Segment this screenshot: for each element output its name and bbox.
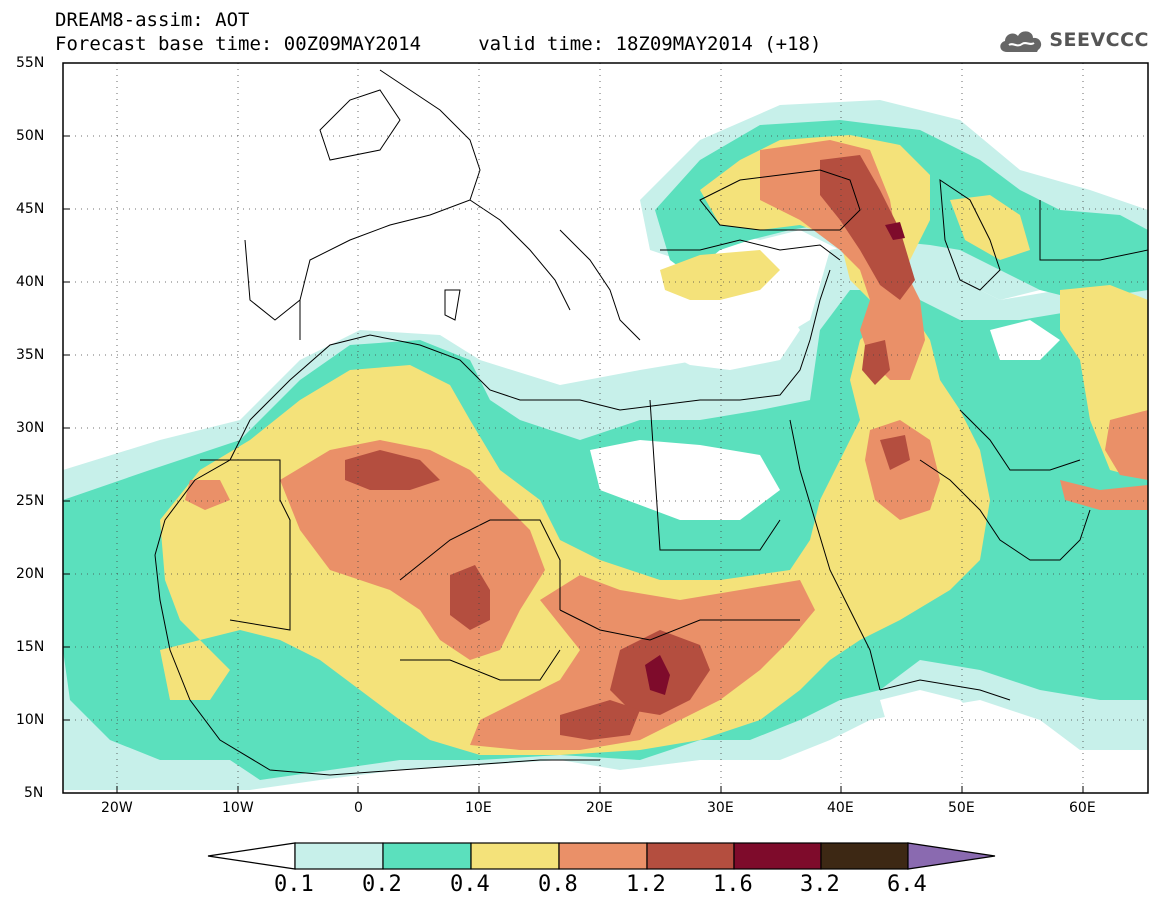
lon-label: 50E [948, 800, 975, 816]
logo-text: SEEVCCC [1049, 29, 1149, 51]
aot-field [63, 63, 1148, 793]
cloud-icon [1000, 31, 1042, 52]
lat-label: 30N [16, 420, 45, 436]
lat-label: 50N [16, 128, 45, 144]
title-variable: DREAM8-assim: AOT [55, 9, 250, 31]
colorbar-bin-4 [558, 842, 648, 870]
lat-label: 55N [16, 55, 45, 71]
lat-label: 5N [24, 785, 44, 801]
lon-label: 40E [827, 800, 854, 816]
colorbar-bin-2 [382, 842, 472, 870]
axis-ticks [63, 135, 1084, 793]
colorbar-bin-6 [733, 842, 822, 870]
lat-label: 10N [16, 712, 45, 728]
colorbar-bin-1 [294, 842, 384, 870]
colorbar-label: 3.2 [800, 872, 840, 897]
title-times: Forecast base time: 00Z09MAY2014 valid t… [55, 33, 822, 55]
colorbar-bin-3 [470, 842, 560, 870]
lon-label: 10E [465, 800, 492, 816]
seevccc-logo: SEEVCCC [997, 26, 1149, 54]
colorbar-label: 6.4 [887, 872, 927, 897]
lat-label: 45N [16, 201, 45, 217]
lon-label: 20E [586, 800, 613, 816]
lon-label: 0 [354, 800, 363, 816]
colorbar-under [207, 842, 296, 870]
colorbar-over [907, 842, 996, 870]
lon-label: 20W [101, 800, 133, 816]
lat-label: 25N [16, 493, 45, 509]
colorbar-label: 0.1 [274, 872, 314, 897]
colorbar-label: 0.8 [538, 872, 578, 897]
colorbar-label: 1.6 [713, 872, 753, 897]
lat-label: 20N [16, 566, 45, 582]
colorbar-label: 0.4 [450, 872, 490, 897]
colorbar [207, 842, 996, 870]
colorbar-bin-5 [646, 842, 735, 870]
colorbar-bin-7 [820, 842, 909, 870]
lon-label: 60E [1069, 800, 1096, 816]
lat-label: 15N [16, 639, 45, 655]
lat-label: 40N [16, 274, 45, 290]
lon-label: 10W [222, 800, 254, 816]
colorbar-label: 1.2 [626, 872, 666, 897]
lon-label: 30E [707, 800, 734, 816]
colorbar-label: 0.2 [362, 872, 402, 897]
lat-label: 35N [16, 347, 45, 363]
